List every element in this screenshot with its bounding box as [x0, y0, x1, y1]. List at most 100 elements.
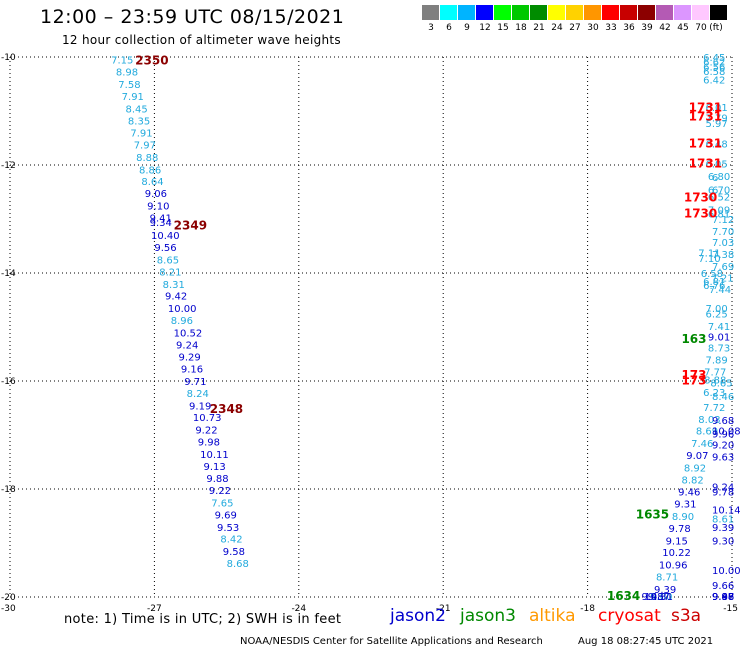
wave-height-reading: 8.24 — [187, 389, 209, 400]
wave-height-reading: 8.71 — [656, 572, 678, 583]
scale-label: 24 — [551, 23, 563, 33]
wave-height-reading: 7.77 — [704, 367, 726, 378]
wave-height-reading: 10.96 — [659, 561, 688, 572]
wave-height-reading: 6.42 — [703, 76, 725, 87]
wave-height-reading: 8.88 — [136, 153, 158, 164]
note-text: note: 1) Time is in UTC; 2) SWH is in fe… — [64, 612, 342, 627]
time-labels: 2350234923481731173117311731173017301631… — [135, 54, 722, 603]
scale-unit-label: (ft) — [709, 23, 723, 33]
wave-height-reading: 8.42 — [220, 535, 242, 546]
wave-height-reading: 9.78 — [712, 488, 734, 499]
legend-item-jason2: jason2 — [390, 606, 446, 626]
y-tick-label: -18 — [1, 485, 16, 495]
wave-height-reading: 9.07 — [686, 451, 708, 462]
time-label: 1730 — [684, 190, 717, 204]
wave-height-reading: 6.81 — [703, 277, 725, 288]
time-label: 2349 — [174, 218, 207, 232]
wave-height-reading: 9.69 — [215, 510, 237, 521]
wave-height-reading: 9.24 — [176, 340, 198, 351]
scale-label: 6 — [446, 23, 452, 33]
time-label: 173 — [681, 368, 706, 382]
wave-height-reading: 9.47 — [712, 592, 734, 603]
wave-height-reading: 9.66 — [712, 581, 734, 592]
time-label: 1635 — [636, 507, 669, 521]
wave-height-reading: 9.10 — [147, 202, 169, 213]
wave-height-reading: 7.41 — [708, 322, 730, 333]
wave-height-reading: 6.25 — [706, 310, 728, 321]
scale-swatch — [692, 5, 709, 20]
wave-height-reading: 7.79 — [706, 113, 728, 124]
wave-height-reading: 9.63 — [712, 453, 734, 464]
wave-height-reading: 9.53 — [217, 523, 239, 534]
wave-height-reading: 9.20 — [712, 441, 734, 452]
wave-height-reading: 9.13 — [203, 462, 225, 473]
scale-swatch — [476, 5, 493, 20]
scale-swatch — [674, 5, 691, 20]
scale-label: 30 — [587, 23, 599, 33]
wave-height-reading: 9.16 — [181, 365, 203, 376]
time-label: 1731 — [689, 109, 722, 123]
x-tick-label: -27 — [147, 604, 162, 614]
x-tick-label: -30 — [1, 604, 16, 614]
wave-height-reading: 9.29 — [178, 353, 200, 364]
wave-height-reading: 9.15 — [666, 536, 688, 547]
wave-height-reading: 7.15 — [111, 56, 133, 67]
wave-height-reading: 10.22 — [662, 548, 691, 559]
wave-height-reading: 6.62 — [703, 57, 725, 68]
scale-swatch — [656, 5, 673, 20]
wave-height-reading: 7.65 — [211, 499, 233, 510]
wave-height-reading: 9.96 — [712, 429, 734, 440]
wave-height-reading: 6.01 — [706, 103, 728, 114]
time-label: 1731 — [689, 156, 722, 170]
wave-height-reading: 8.21 — [159, 267, 181, 278]
wave-height-reading: 9.01 — [708, 333, 730, 344]
wave-height-reading: 6.70 — [708, 185, 730, 196]
wave-height-reading: 8.46 — [712, 392, 734, 403]
wave-height-reading: 10.11 — [200, 450, 229, 461]
x-tick-label: -21 — [436, 604, 451, 614]
wave-height-reading: 9.22 — [209, 486, 231, 497]
wave-height-reading: 5.97 — [706, 119, 728, 130]
wave-height-reading: 7.38 — [712, 250, 734, 261]
time-label: 1731 — [689, 101, 722, 115]
wave-height-reading: 8.90 — [672, 512, 694, 523]
wave-height-reading: 8.03 — [698, 415, 720, 426]
y-tick-label: -10 — [1, 53, 16, 63]
wave-height-reading: 8.92 — [684, 463, 706, 474]
scale-swatch — [494, 5, 511, 20]
wave-height-reading: 6.76 — [703, 281, 725, 292]
wave-height-reading: 9.41 — [150, 213, 172, 224]
wave-height-reading: 8.65 — [157, 256, 179, 267]
wave-height-reading: 7.97 — [134, 140, 156, 151]
wave-height-reading: 8.98 — [116, 68, 138, 79]
wave-height-reading: 6.81 — [708, 210, 730, 221]
wave-height-reading: 6.56 — [703, 63, 725, 74]
wave-height-reading: 9.42 — [165, 292, 187, 303]
scale-label: 15 — [497, 23, 509, 33]
scale-label: 12 — [479, 23, 491, 33]
wave-height-reading: 7.91 — [130, 129, 152, 140]
scale-swatch — [710, 5, 727, 20]
time-label: 1730 — [684, 207, 717, 221]
wave-height-readings: 7.158.987.587.918.458.357.917.978.888.86… — [111, 53, 740, 603]
axis-labels: -10 -12 -14 -16 -18 -20-30 -27 -24 -21 -18 -15 — [1, 53, 738, 614]
wave-height-reading: 9.00 — [650, 592, 672, 603]
y-tick-label: -16 — [1, 377, 16, 387]
scale-swatch — [530, 5, 547, 20]
scale-swatch — [566, 5, 583, 20]
wave-height-reading: 7.89 — [706, 355, 728, 366]
scale-swatch — [440, 5, 457, 20]
wave-height-reading: 8.65 — [710, 379, 732, 390]
wave-height-reading: 9.98 — [712, 592, 734, 603]
wave-height-reading: 7.03 — [712, 238, 734, 249]
scale-swatch — [638, 5, 655, 20]
wave-height-reading: 9.98 — [198, 437, 220, 448]
wave-height-reading: 7.11 — [698, 248, 720, 259]
wave-height-reading: 6 — [712, 185, 718, 196]
scale-swatch — [602, 5, 619, 20]
scale-swatch — [512, 5, 529, 20]
wave-height-reading: 7.69 — [712, 262, 734, 273]
wave-height-reading: 9.31 — [674, 500, 696, 511]
time-label: 1634 — [607, 589, 640, 603]
scale-swatch — [584, 5, 601, 20]
